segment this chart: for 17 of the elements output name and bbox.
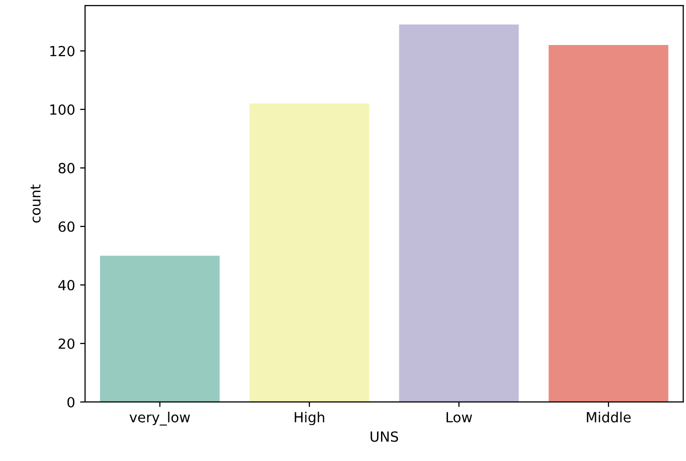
x-tick-label: Middle (586, 412, 631, 422)
x-tick-label: Low (446, 412, 472, 422)
y-tick-label: 120 (50, 46, 74, 56)
y-axis-title: count (30, 184, 41, 223)
y-tick-label: 40 (58, 280, 74, 290)
x-tick-label: very_low (130, 412, 190, 426)
y-tick-label: 0 (67, 396, 74, 408)
y-tick-label: 80 (58, 162, 74, 174)
y-tick-label: 100 (50, 104, 74, 115)
bar (100, 256, 220, 402)
bar (399, 24, 519, 402)
y-tick-label: 60 (58, 221, 74, 232)
bar (548, 45, 668, 402)
x-axis-title: UNS (370, 431, 398, 442)
y-tick-label: 20 (58, 338, 74, 349)
bar (250, 104, 370, 402)
x-tick-label: High (294, 412, 324, 426)
